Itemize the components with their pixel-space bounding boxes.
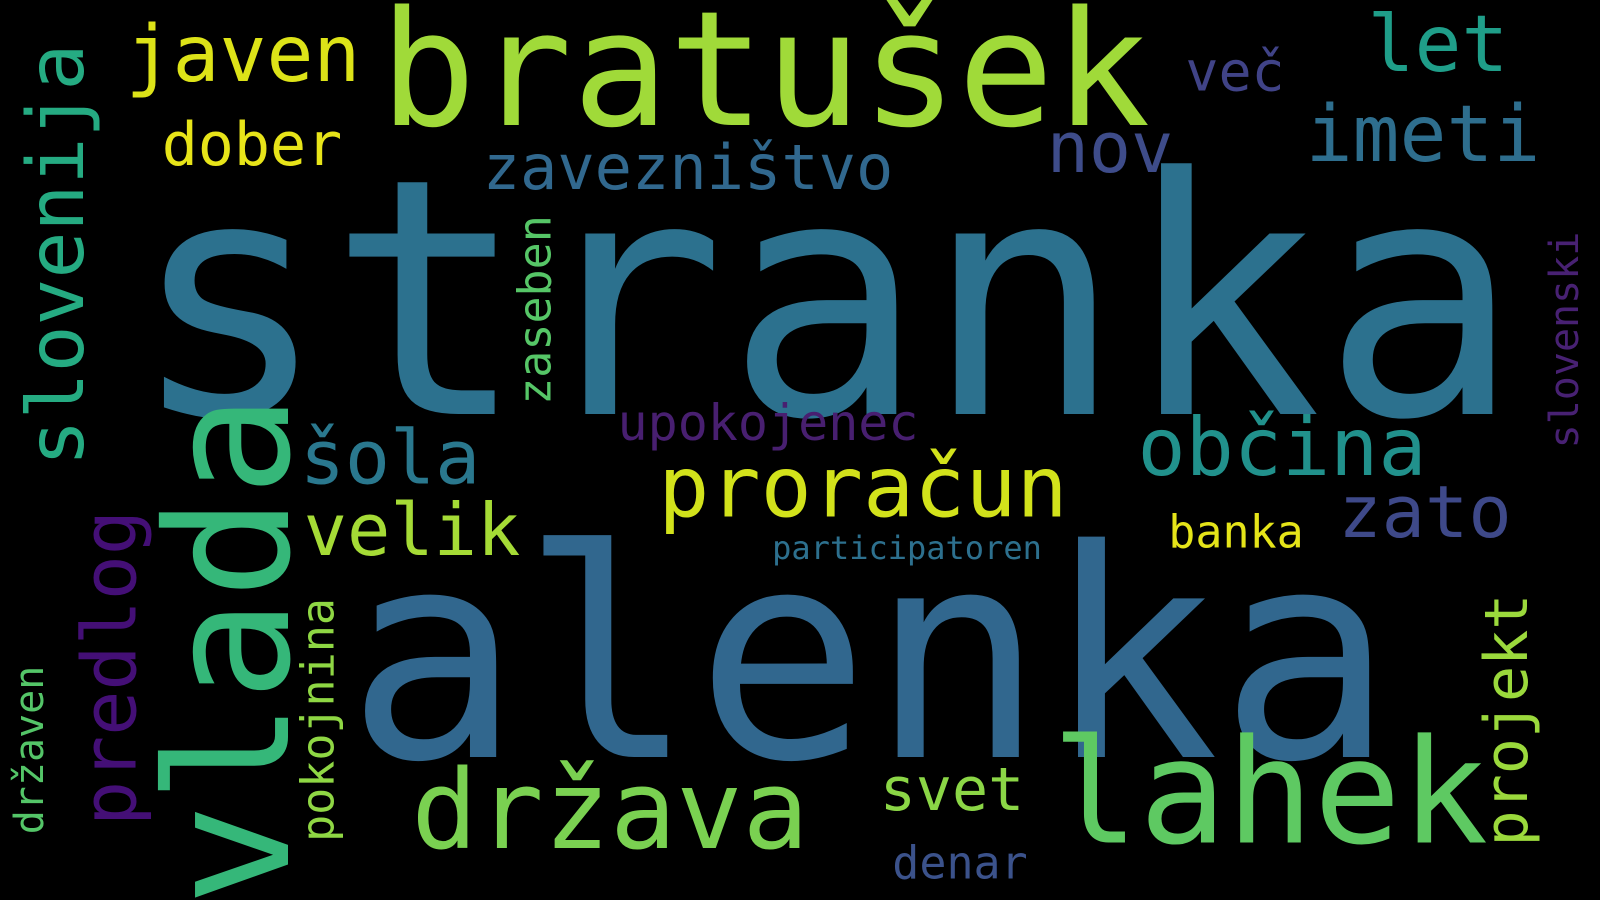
word-participatoren: participatoren bbox=[772, 529, 1042, 567]
word-vec: več bbox=[1185, 39, 1285, 104]
word-dober: dober bbox=[161, 110, 343, 180]
word-velik: velik bbox=[303, 488, 521, 572]
word-zaveznistvo: zavezništvo bbox=[482, 131, 894, 204]
word-zato: zato bbox=[1338, 470, 1512, 554]
word-drzava: država bbox=[411, 746, 809, 874]
word-vlada: vlada bbox=[131, 394, 329, 900]
word-banka: banka bbox=[1168, 505, 1304, 559]
word-projekt: projekt bbox=[1472, 593, 1542, 847]
word-obcina: občina bbox=[1137, 401, 1427, 494]
word-alenka: alenka bbox=[346, 489, 1394, 826]
word-imeti: imeti bbox=[1305, 90, 1541, 180]
word-svet: svet bbox=[879, 755, 1025, 825]
word-lahek: lahek bbox=[1051, 708, 1489, 878]
word-predlog: predlog bbox=[65, 509, 154, 827]
word-let: let bbox=[1367, 0, 1509, 90]
word-drzaven: državen bbox=[7, 665, 53, 835]
word-sola: šola bbox=[299, 413, 481, 502]
word-denar: denar bbox=[892, 836, 1028, 890]
word-bratusek: bratušek bbox=[379, 0, 1151, 163]
word-zaseben: zaseben bbox=[508, 215, 562, 405]
word-proracun: proračun bbox=[658, 438, 1068, 538]
word-nov: nov bbox=[1046, 107, 1174, 189]
word-slovenski: slovenski bbox=[1542, 231, 1588, 449]
word-upokojenec: upokojenec bbox=[617, 394, 919, 452]
word-pokojnina: pokojnina bbox=[291, 598, 345, 842]
word-slovenija: slovenija bbox=[12, 43, 102, 467]
word-stranka: stranka bbox=[129, 108, 1521, 492]
word-javen: javen bbox=[125, 10, 361, 100]
